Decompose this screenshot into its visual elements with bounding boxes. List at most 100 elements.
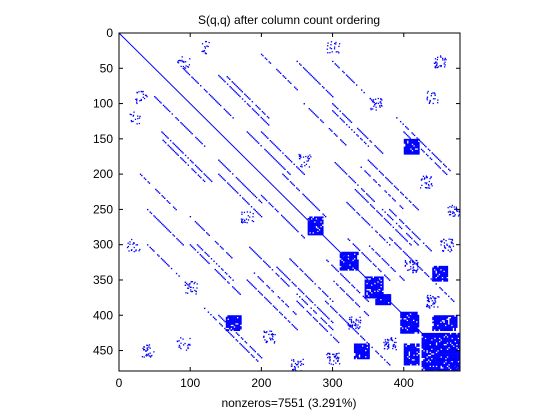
nonzero-mark [390, 217, 393, 220]
nonzero-mark [429, 342, 432, 345]
nonzero-mark [339, 261, 342, 263]
nonzero-mark [324, 215, 327, 218]
nonzero-mark [252, 348, 254, 350]
nonzero-mark [438, 327, 441, 330]
nonzero-mark [400, 311, 403, 314]
nonzero-mark [440, 363, 443, 366]
nonzero-mark [444, 270, 447, 273]
nonzero-mark [443, 265, 445, 268]
nonzero-mark [180, 65, 182, 68]
nonzero-mark [344, 256, 347, 259]
nonzero-mark [197, 251, 199, 254]
nonzero-mark [249, 216, 251, 218]
nonzero-mark [448, 349, 450, 352]
nonzero-mark [443, 359, 446, 362]
nonzero-mark [448, 357, 450, 360]
nonzero-mark [372, 291, 375, 294]
nonzero-mark [252, 193, 254, 195]
nonzero-mark [375, 281, 378, 283]
nonzero-mark [347, 280, 349, 283]
nonzero-mark [433, 279, 436, 282]
y-tick-label: 450 [93, 344, 113, 358]
nonzero-mark [303, 161, 305, 164]
nonzero-mark [429, 157, 432, 159]
nonzero-mark [355, 355, 358, 358]
nonzero-mark [405, 141, 408, 144]
nonzero-mark [245, 201, 248, 203]
nonzero-mark [139, 248, 141, 251]
nonzero-mark [416, 143, 419, 146]
nonzero-mark [371, 226, 373, 229]
nonzero-mark [187, 72, 189, 75]
nonzero-mark [380, 214, 382, 216]
nonzero-mark [446, 339, 449, 341]
nonzero-mark [309, 233, 312, 236]
nonzero-mark [183, 61, 185, 63]
nonzero-mark [434, 360, 436, 363]
scatter-cluster [201, 40, 210, 55]
nonzero-mark [417, 328, 420, 331]
nonzero-mark [432, 279, 435, 282]
nonzero-mark [433, 326, 436, 328]
nonzero-mark [163, 140, 166, 143]
scatter-cluster [447, 204, 460, 217]
nonzero-mark [343, 121, 345, 123]
nonzero-mark [406, 352, 409, 355]
nonzero-mark [447, 326, 450, 328]
nonzero-mark [417, 237, 420, 239]
nonzero-mark [142, 90, 144, 93]
nonzero-mark [187, 129, 190, 131]
nonzero-mark [411, 314, 413, 317]
nonzero-mark [274, 144, 277, 147]
nonzero-mark [321, 222, 324, 225]
nonzero-mark [431, 152, 433, 154]
nonzero-mark [451, 363, 454, 366]
nonzero-mark [355, 345, 358, 347]
nonzero-mark [444, 323, 447, 325]
nonzero-mark [357, 333, 360, 335]
nonzero-mark [432, 153, 435, 155]
nonzero-mark [424, 336, 427, 338]
nonzero-mark [375, 288, 378, 291]
nonzero-mark [143, 348, 146, 351]
nonzero-mark [318, 230, 321, 233]
nonzero-mark [345, 116, 348, 119]
nonzero-mark [289, 173, 291, 176]
nonzero-mark [421, 343, 424, 346]
nonzero-mark [283, 217, 285, 219]
nonzero-mark [338, 363, 341, 365]
nonzero-mark [436, 102, 439, 104]
nonzero-mark [358, 346, 361, 349]
nonzero-mark [381, 277, 384, 280]
nonzero-mark [381, 300, 384, 303]
nonzero-mark [239, 293, 241, 295]
nonzero-mark [257, 276, 259, 278]
nonzero-mark [386, 295, 389, 298]
nonzero-mark [135, 250, 137, 252]
nonzero-mark [432, 332, 435, 335]
nonzero-mark [410, 265, 412, 268]
nonzero-mark [417, 359, 420, 361]
nonzero-mark [288, 222, 290, 224]
nonzero-mark [449, 336, 452, 338]
nonzero-mark [286, 156, 288, 158]
nonzero-mark [440, 278, 442, 281]
nonzero-mark [368, 351, 370, 354]
nonzero-mark [368, 195, 370, 198]
nonzero-mark [200, 227, 203, 229]
nonzero-mark [367, 258, 370, 260]
nonzero-mark [439, 167, 442, 169]
nonzero-mark [369, 282, 372, 285]
nonzero-mark [264, 120, 266, 122]
nonzero-mark [162, 259, 164, 261]
nonzero-mark [434, 62, 436, 64]
nonzero-mark [361, 195, 363, 197]
nonzero-mark [421, 342, 424, 345]
nonzero-mark [429, 339, 432, 341]
nonzero-mark [445, 365, 447, 368]
nonzero-mark [408, 346, 411, 349]
nonzero-mark [457, 336, 460, 338]
nonzero-mark [368, 348, 370, 350]
nonzero-mark [414, 360, 417, 363]
nonzero-mark [440, 353, 443, 355]
